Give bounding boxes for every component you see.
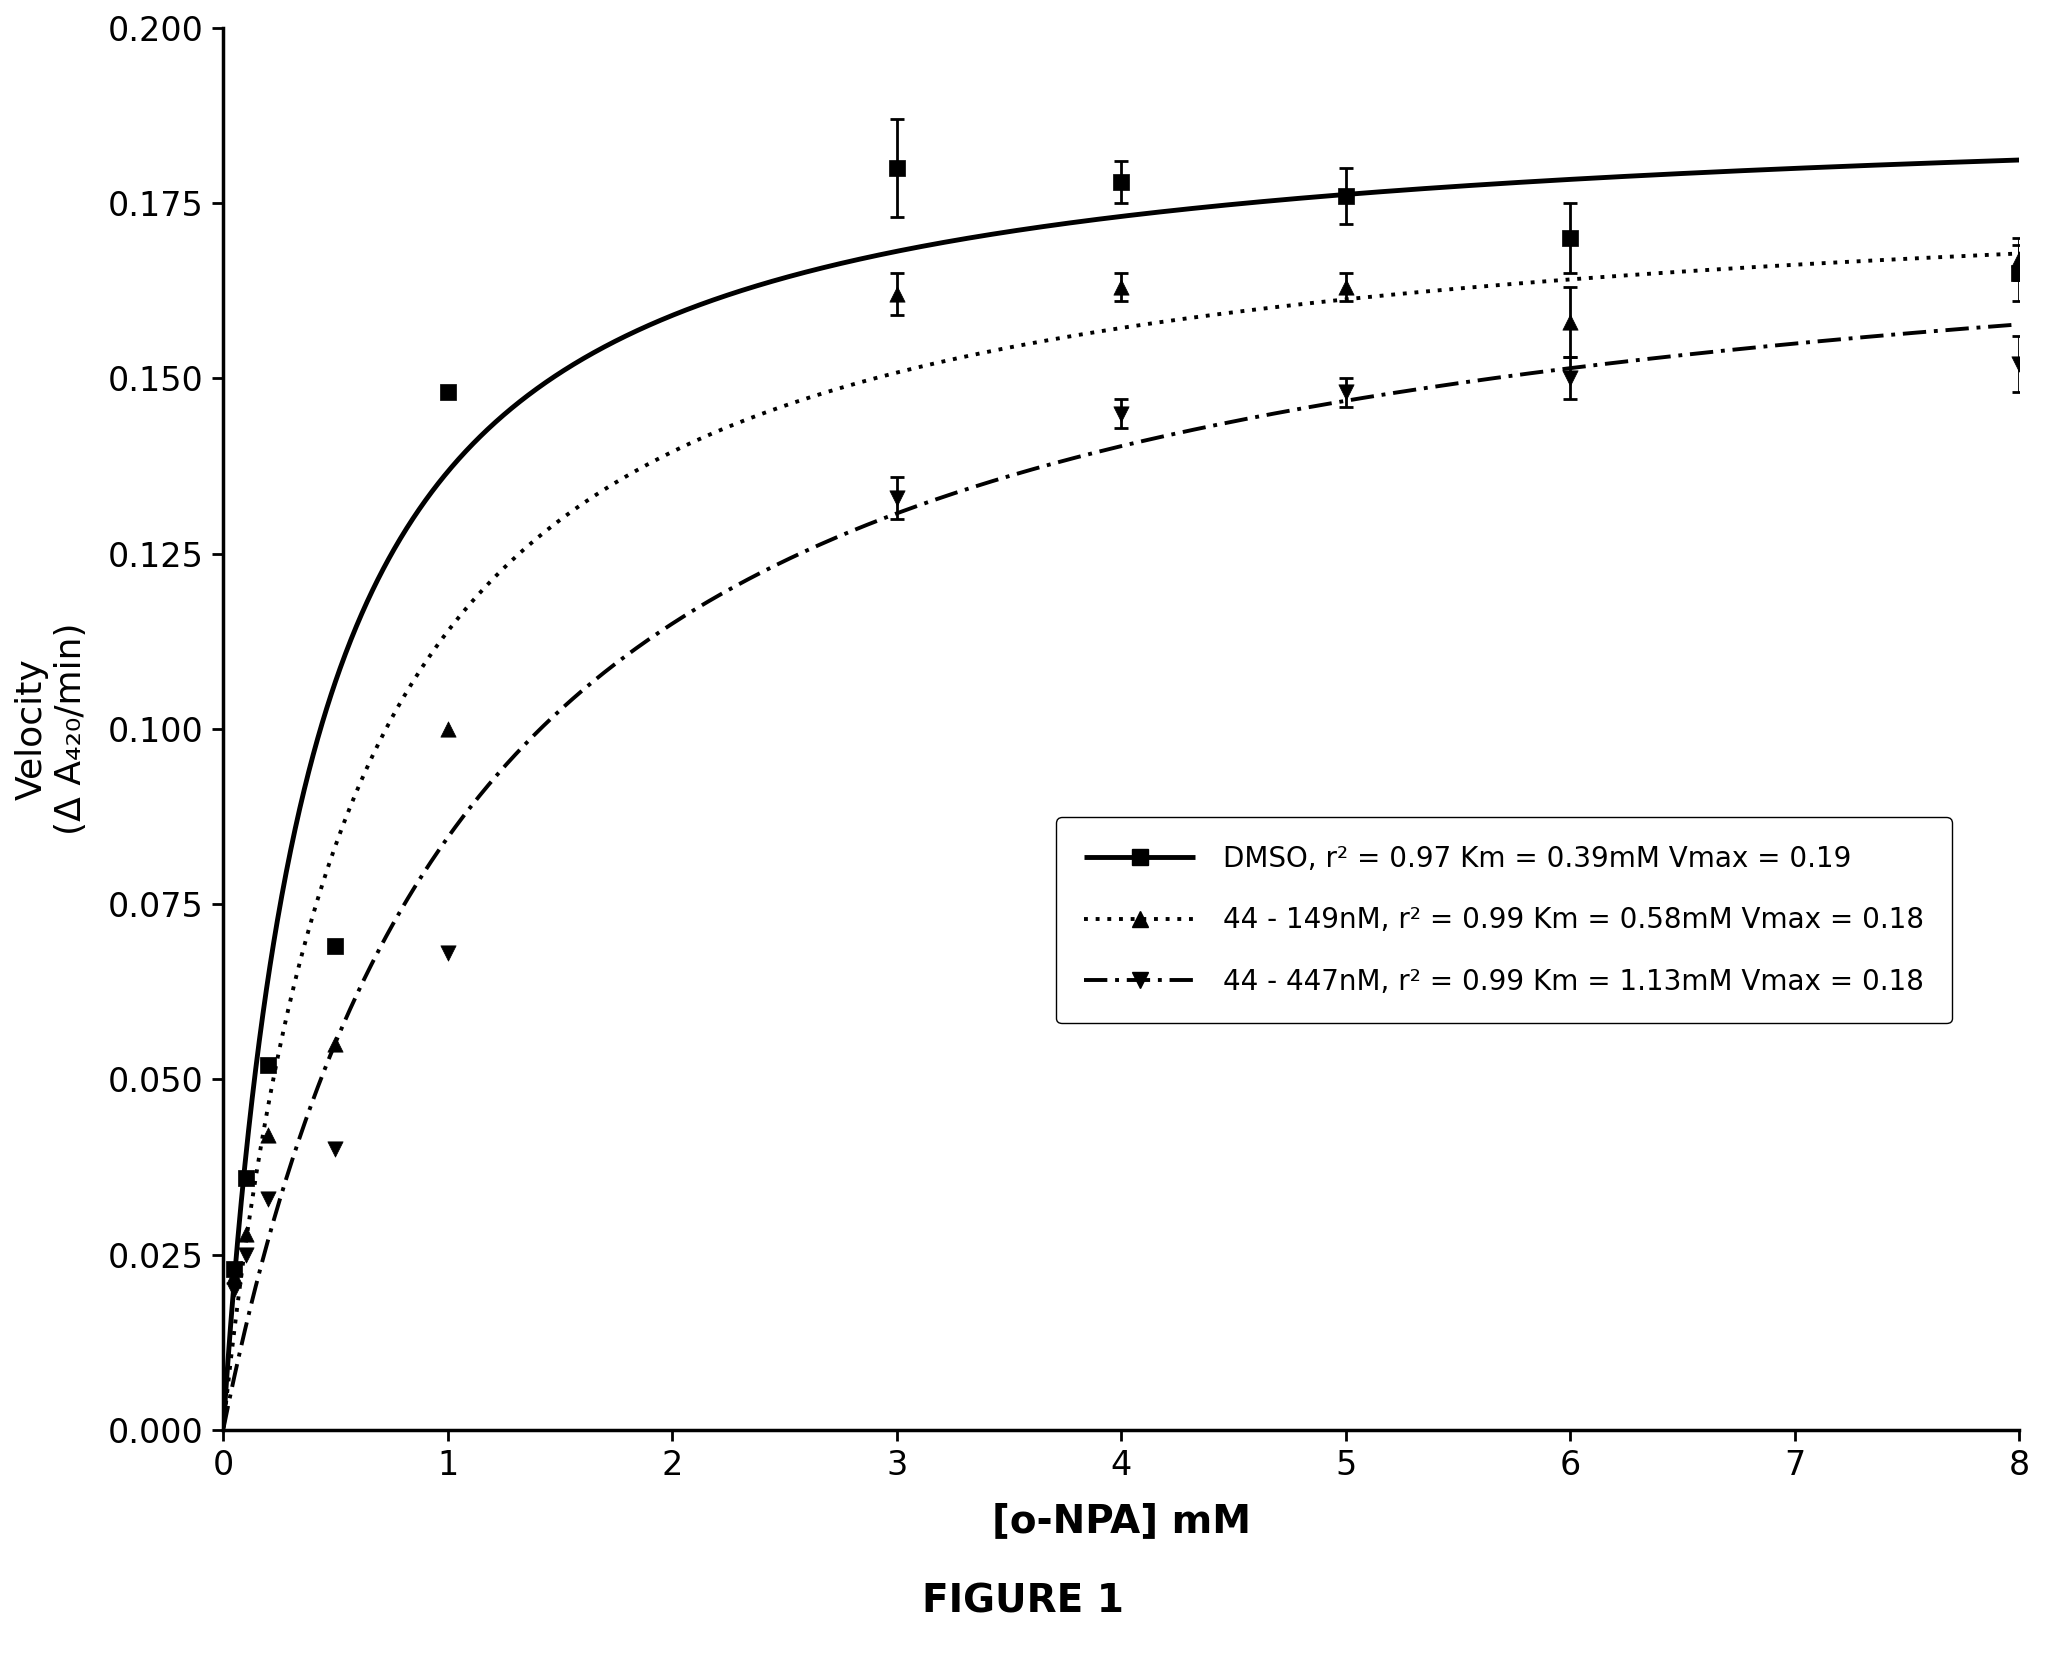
Point bbox=[881, 155, 914, 182]
Point bbox=[2002, 351, 2035, 377]
Point bbox=[229, 1242, 262, 1269]
Point bbox=[1329, 184, 1362, 210]
Point bbox=[431, 939, 464, 966]
Point bbox=[1554, 225, 1587, 251]
Point bbox=[319, 933, 352, 959]
Point bbox=[219, 1262, 252, 1288]
Point bbox=[881, 485, 914, 511]
Point bbox=[2002, 246, 2035, 273]
Point bbox=[319, 1136, 352, 1163]
X-axis label: [o-NPA] mM: [o-NPA] mM bbox=[992, 1502, 1252, 1540]
Point bbox=[219, 1255, 252, 1282]
Point bbox=[881, 281, 914, 308]
Legend: DMSO, r² = 0.97 Km = 0.39mM Vmax = 0.19, 44 - 149nM, r² = 0.99 Km = 0.58mM Vmax : DMSO, r² = 0.97 Km = 0.39mM Vmax = 0.19,… bbox=[1055, 817, 1951, 1024]
Point bbox=[252, 1123, 284, 1150]
Point bbox=[2002, 260, 2035, 286]
Point bbox=[319, 1030, 352, 1057]
Point bbox=[1104, 169, 1137, 195]
Point bbox=[1104, 275, 1137, 301]
Point bbox=[1554, 309, 1587, 336]
Point bbox=[219, 1277, 252, 1303]
Point bbox=[431, 379, 464, 405]
Point bbox=[229, 1164, 262, 1191]
Point bbox=[252, 1052, 284, 1078]
Text: FIGURE 1: FIGURE 1 bbox=[922, 1583, 1123, 1621]
Point bbox=[431, 716, 464, 743]
Point bbox=[1104, 400, 1137, 427]
Point bbox=[1329, 379, 1362, 405]
Point bbox=[1329, 275, 1362, 301]
Y-axis label: Velocity
(Δ A₄₂₀/min): Velocity (Δ A₄₂₀/min) bbox=[14, 622, 88, 835]
Point bbox=[252, 1186, 284, 1212]
Point bbox=[229, 1221, 262, 1247]
Point bbox=[1554, 366, 1587, 392]
